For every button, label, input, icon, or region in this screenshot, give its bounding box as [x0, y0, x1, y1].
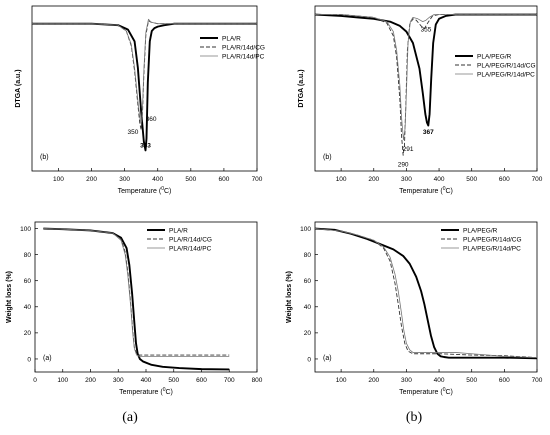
y-axis-label: DTGA (a.u.) — [298, 69, 305, 107]
y-tick-label: 0 — [27, 356, 31, 363]
x-tick-label: 800 — [252, 377, 263, 384]
peak-annotation: 363 — [140, 142, 151, 149]
x-tick-label: 100 — [336, 176, 347, 183]
series-line-pla-r-14d-pc — [43, 228, 230, 357]
x-tick-label: 0 — [33, 377, 37, 384]
x-tick-label: 600 — [499, 377, 510, 384]
x-tick-label: 100 — [53, 176, 64, 183]
x-tick-label: 600 — [499, 176, 510, 183]
panel-tag: (b) — [40, 154, 49, 161]
x-tick-label: 700 — [532, 176, 543, 183]
x-tick-label: 300 — [401, 176, 412, 183]
x-tick-label: 200 — [368, 176, 379, 183]
x-axis-label: Temperature (0C) — [399, 186, 453, 195]
x-axis-label: Temperature (0C) — [118, 186, 172, 195]
y-tick-label: 80 — [304, 252, 312, 259]
y-tick-label: 0 — [307, 356, 311, 363]
x-tick-label: 700 — [252, 176, 263, 183]
x-tick-label: 300 — [119, 176, 130, 183]
y-tick-label: 100 — [20, 226, 31, 233]
series-line-pla-r — [32, 22, 257, 152]
x-tick-label: 500 — [466, 377, 477, 384]
plot-frame — [34, 221, 258, 373]
chart-b_dtga: 100 200 300 400 500 600 700 Temperature (0C) DTG… — [298, 5, 543, 195]
panel-tag: (a) — [323, 355, 332, 362]
peak-annotation: 367 — [423, 129, 434, 136]
series-line-pla-r-14d-pc — [32, 18, 257, 125]
x-tick-label: 500 — [185, 176, 196, 183]
x-tick-label: 700 — [224, 377, 235, 384]
y-axis-label: Weight loss (%) — [286, 271, 293, 323]
peak-annotation: 350 — [127, 129, 138, 136]
caption-a: (a) — [122, 410, 138, 425]
x-tick-label: 400 — [141, 377, 152, 384]
y-tick-label: 40 — [24, 304, 32, 311]
peak-annotation: 291 — [403, 146, 414, 153]
y-tick-label: 40 — [304, 304, 312, 311]
panel-tag: (b) — [323, 154, 332, 161]
x-tick-label: 100 — [336, 377, 347, 384]
legend-entry: PLA/PEG/R/14d/PC — [477, 71, 535, 78]
peak-annotation: 355 — [421, 27, 432, 34]
x-tick-label: 400 — [434, 176, 445, 183]
series-line-pla-peg-r-14d-pc — [315, 14, 537, 141]
legend-entry: PLA/PEG/R/14d/PC — [463, 245, 521, 252]
peak-annotation: 290 — [398, 162, 409, 169]
panel-tag: (a) — [43, 355, 52, 362]
series-line-pla-peg-r — [315, 227, 537, 360]
legend-entry: PLA/R/14d/CG — [169, 236, 212, 243]
chart-a_tga: 0 100 200 300 400 500 600 700 800 0 20 40 60 80 100 Tem… — [6, 221, 263, 396]
legend-entry: PLA/R/14d/CG — [222, 44, 265, 51]
x-tick-label: 200 — [86, 176, 97, 183]
y-tick-label: 20 — [304, 330, 312, 337]
chart-b_tga: 100 200 300 400 500 600 700 0 20 40 60 80 100 Tempera… — [286, 221, 543, 396]
legend-entry: PLA/PEG/R/14d/CG — [477, 62, 536, 69]
x-tick-label: 600 — [196, 377, 207, 384]
y-axis-label: DTGA (a.u.) — [15, 69, 22, 107]
legend-entry: PLA/R — [222, 35, 241, 42]
x-tick-label: 500 — [466, 176, 477, 183]
y-axis-label: Weight loss (%) — [6, 271, 13, 323]
chart-a_dtga: 100 200 300 400 500 600 700 Temperature (0C) DTG… — [15, 5, 265, 195]
x-tick-label: 400 — [434, 377, 445, 384]
legend-entry: PLA/PEG/R/14d/CG — [463, 236, 522, 243]
legend-entry: PLA/R/14d/PC — [222, 53, 265, 60]
x-tick-label: 600 — [218, 176, 229, 183]
x-tick-label: 200 — [368, 377, 379, 384]
plot-frame — [31, 5, 258, 172]
x-tick-label: 300 — [401, 377, 412, 384]
x-tick-label: 200 — [85, 377, 96, 384]
legend-entry: PLA/R — [169, 227, 188, 234]
y-tick-label: 20 — [24, 330, 32, 337]
y-tick-label: 60 — [24, 278, 32, 285]
x-tick-label: 100 — [57, 377, 68, 384]
caption-b: (b) — [405, 410, 423, 425]
plot-frame — [314, 5, 538, 172]
x-axis-label: Temperature (0C) — [399, 387, 453, 396]
x-tick-label: 500 — [168, 377, 179, 384]
y-tick-label: 60 — [304, 278, 312, 285]
legend-entry: PLA/PEG/R — [463, 227, 498, 234]
series-line-pla-peg-r-14d-pc — [315, 228, 537, 359]
x-tick-label: 300 — [113, 377, 124, 384]
peak-annotation: 360 — [146, 116, 157, 123]
x-tick-label: 400 — [152, 176, 163, 183]
plot-frame — [314, 221, 538, 373]
x-axis-label: Temperature (0C) — [119, 387, 173, 396]
legend-entry: PLA/R/14d/PC — [169, 245, 212, 252]
x-tick-label: 700 — [532, 377, 543, 384]
y-tick-label: 80 — [24, 252, 32, 259]
y-tick-label: 100 — [300, 226, 311, 233]
legend-entry: PLA/PEG/R — [477, 53, 512, 60]
